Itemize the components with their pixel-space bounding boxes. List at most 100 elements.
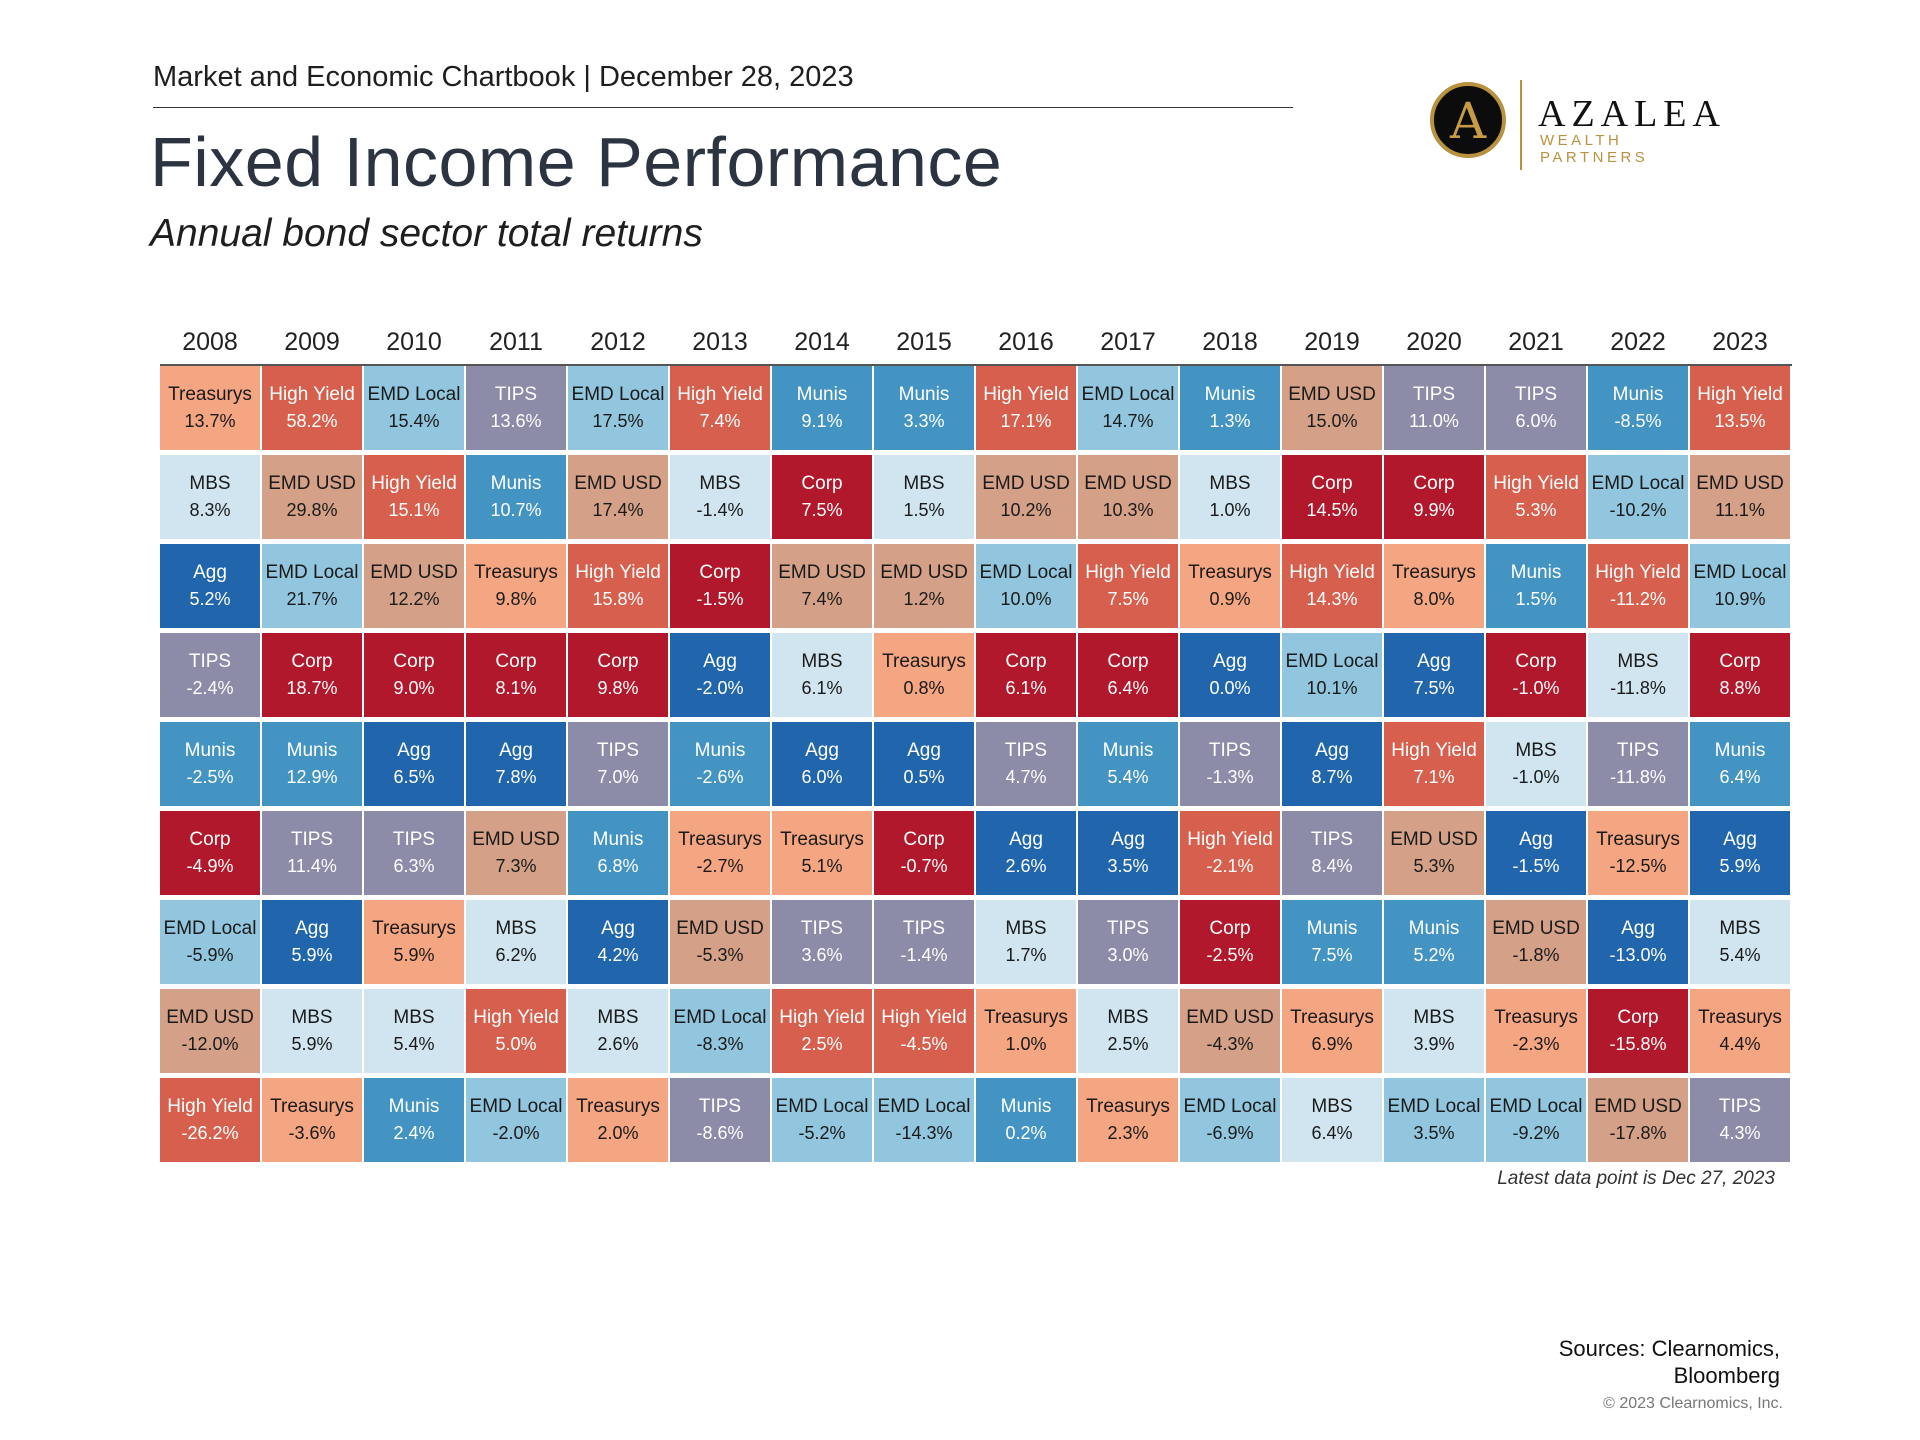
- return-cell: TIPS -2.4%: [160, 633, 260, 717]
- sector-label: Agg: [1519, 829, 1553, 850]
- sector-label: Corp: [1719, 651, 1761, 672]
- sector-label: EMD USD: [1288, 384, 1376, 405]
- return-cell: High Yield 13.5%: [1690, 366, 1790, 450]
- return-value: -1.5%: [696, 589, 744, 609]
- return-cell: EMD USD -5.3%: [670, 900, 770, 984]
- return-value: -11.2%: [1610, 589, 1666, 609]
- return-value: -26.2%: [181, 1123, 239, 1143]
- return-cell: Corp -1.5%: [670, 544, 770, 628]
- return-cell: TIPS -11.8%: [1588, 722, 1688, 806]
- sector-label: MBS: [1209, 473, 1251, 494]
- sector-label: High Yield: [1697, 384, 1783, 405]
- return-value: 6.5%: [393, 767, 435, 787]
- sector-label: EMD Local: [367, 384, 461, 405]
- sector-label: MBS: [1005, 918, 1047, 939]
- sector-label: MBS: [1617, 651, 1659, 672]
- return-value: 1.5%: [1515, 589, 1557, 609]
- year-label: 2008: [182, 328, 238, 356]
- return-cell: Agg 8.7%: [1282, 722, 1382, 806]
- return-value: -4.3%: [1206, 1034, 1254, 1054]
- return-value: 15.1%: [388, 500, 440, 520]
- return-value: 58.2%: [286, 411, 338, 431]
- sector-label: High Yield: [983, 384, 1069, 405]
- return-cell: EMD USD 7.3%: [466, 811, 566, 895]
- return-cell: Agg 5.2%: [160, 544, 260, 628]
- return-value: -6.9%: [1206, 1123, 1254, 1143]
- year-label: 2010: [386, 328, 442, 356]
- return-value: 5.9%: [1719, 856, 1761, 876]
- return-value: 9.1%: [801, 411, 843, 431]
- sector-label: Corp: [1515, 651, 1557, 672]
- return-cell: Treasurys 4.4%: [1690, 989, 1790, 1073]
- return-value: -2.7%: [696, 856, 744, 876]
- return-cell: High Yield 14.3%: [1282, 544, 1382, 628]
- return-cell: Corp -4.9%: [160, 811, 260, 895]
- return-cell: Corp 6.4%: [1078, 633, 1178, 717]
- return-value: -11.8%: [1610, 767, 1666, 787]
- return-value: 5.1%: [801, 856, 843, 876]
- return-value: -2.5%: [186, 767, 234, 787]
- return-cell: EMD USD 29.8%: [262, 455, 362, 539]
- sector-label: MBS: [597, 1007, 639, 1028]
- sector-label: MBS: [495, 918, 537, 939]
- return-cell: Agg 3.5%: [1078, 811, 1178, 895]
- return-value: -2.5%: [1206, 945, 1254, 965]
- return-value: 7.5%: [1311, 945, 1353, 965]
- return-cell: Treasurys -2.7%: [670, 811, 770, 895]
- year-header-rule: [160, 364, 1792, 366]
- return-cell: EMD Local -6.9%: [1180, 1078, 1280, 1162]
- return-value: 3.3%: [903, 411, 945, 431]
- return-value: 6.0%: [801, 767, 843, 787]
- return-cell: High Yield 5.3%: [1486, 455, 1586, 539]
- sector-label: High Yield: [371, 473, 457, 494]
- sector-label: Munis: [694, 740, 746, 761]
- sector-label: MBS: [1107, 1007, 1149, 1028]
- sector-label: Agg: [397, 740, 431, 761]
- return-value: 9.9%: [1413, 500, 1455, 520]
- return-value: -10.2%: [1609, 500, 1667, 520]
- return-value: -13.0%: [1609, 945, 1667, 965]
- return-value: 6.1%: [801, 678, 843, 698]
- return-value: 5.9%: [393, 945, 435, 965]
- return-cell: High Yield 15.1%: [364, 455, 464, 539]
- return-value: -14.3%: [895, 1123, 953, 1143]
- sector-label: High Yield: [473, 1007, 559, 1028]
- return-value: 13.7%: [184, 411, 236, 431]
- return-cell: Corp 9.8%: [568, 633, 668, 717]
- sector-label: TIPS: [1412, 384, 1456, 405]
- return-cell: MBS 8.3%: [160, 455, 260, 539]
- sector-label: Corp: [291, 651, 333, 672]
- return-value: -9.2%: [1512, 1123, 1560, 1143]
- return-value: 14.3%: [1306, 589, 1358, 609]
- sector-label: EMD Local: [673, 1007, 767, 1028]
- return-cell: TIPS 7.0%: [568, 722, 668, 806]
- return-cell: Corp -15.8%: [1588, 989, 1688, 1073]
- sector-label: TIPS: [1616, 740, 1660, 761]
- return-cell: Corp 14.5%: [1282, 455, 1382, 539]
- return-value: 1.7%: [1005, 945, 1047, 965]
- sector-label: Munis: [490, 473, 542, 494]
- sector-label: TIPS: [1718, 1096, 1762, 1117]
- page-title: Fixed Income Performance: [150, 123, 1003, 201]
- sector-label: EMD Local: [775, 1096, 869, 1117]
- sector-label: Munis: [796, 384, 848, 405]
- return-value: -15.8%: [1609, 1034, 1667, 1054]
- return-cell: Munis -2.6%: [670, 722, 770, 806]
- returns-quilt-grid: Treasurys 13.7% MBS 8.3% Agg 5.2% TIPS -2.4% Mun…: [160, 366, 1792, 1162]
- return-cell: MBS 5.4%: [364, 989, 464, 1073]
- sector-label: TIPS: [902, 918, 946, 939]
- return-value: 7.1%: [1413, 767, 1455, 787]
- return-cell: MBS 6.4%: [1282, 1078, 1382, 1162]
- return-value: 14.7%: [1102, 411, 1154, 431]
- sources-line-2: Bloomberg: [1673, 1363, 1780, 1388]
- return-value: 4.7%: [1005, 767, 1047, 787]
- return-value: 1.3%: [1209, 411, 1251, 431]
- return-cell: Agg 5.9%: [1690, 811, 1790, 895]
- sector-label: High Yield: [1085, 562, 1171, 583]
- sector-label: MBS: [903, 473, 945, 494]
- return-cell: EMD USD 7.4%: [772, 544, 872, 628]
- sector-label: EMD USD: [1390, 829, 1478, 850]
- return-cell: TIPS 3.6%: [772, 900, 872, 984]
- return-cell: Agg -2.0%: [670, 633, 770, 717]
- sector-label: Munis: [898, 384, 950, 405]
